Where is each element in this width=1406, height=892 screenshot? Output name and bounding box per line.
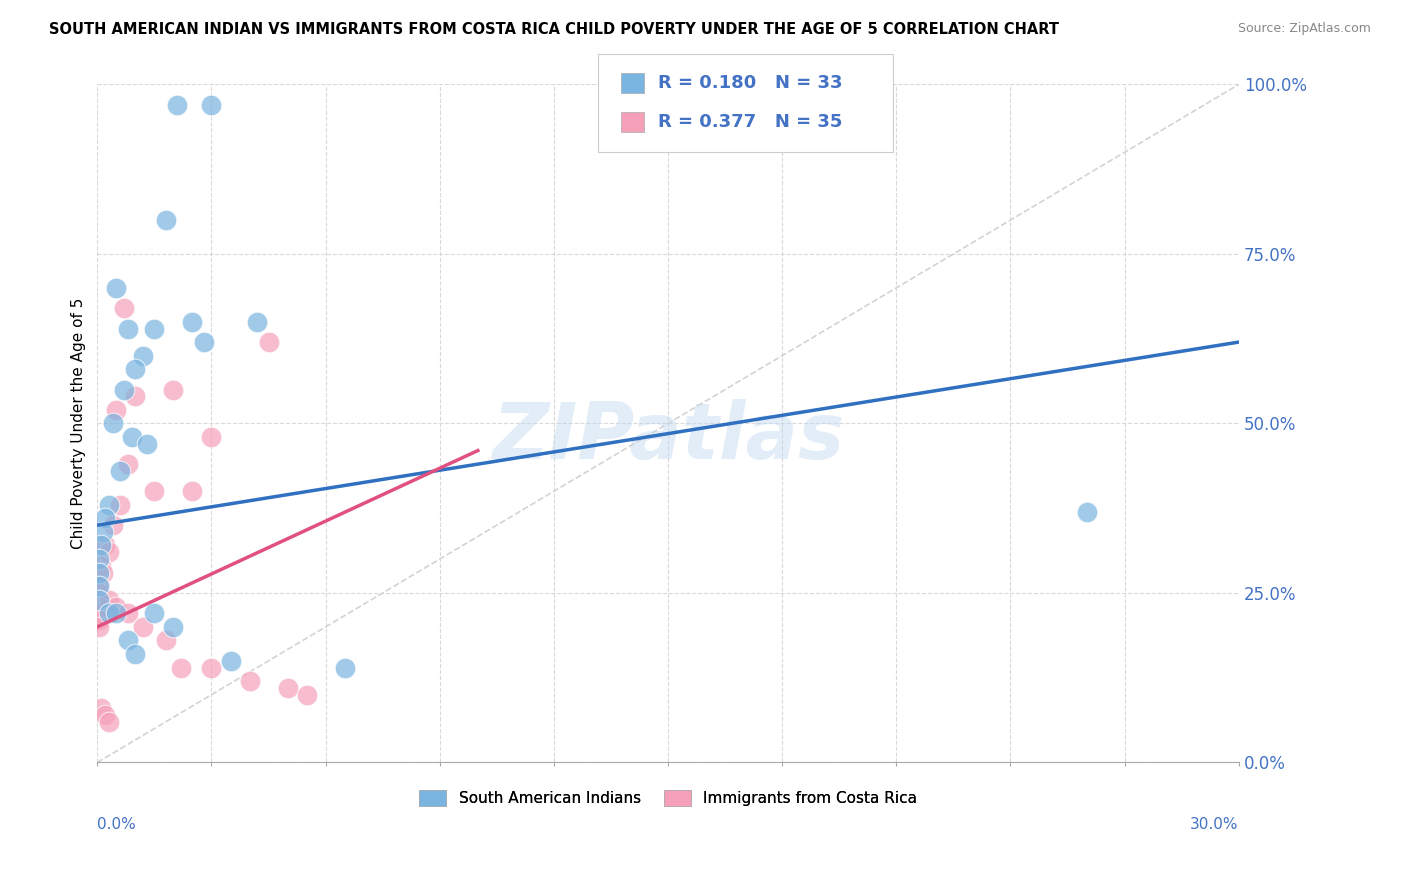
Point (101, 518, 124, 533)
Point (132, 620, 155, 634)
Point (112, 383, 135, 397)
Point (200, 430, 222, 444)
Point (117, 321, 139, 335)
Point (97, 714, 120, 729)
Point (97, 592, 120, 607)
Point (219, 654, 242, 668)
Point (105, 599, 128, 614)
Point (166, 97, 188, 112)
Text: 30.0%: 30.0% (1191, 817, 1239, 831)
Text: R = 0.180   N = 33: R = 0.180 N = 33 (658, 74, 842, 92)
Point (162, 383, 184, 397)
Point (94, 539, 117, 553)
Point (89, 607, 111, 621)
Point (117, 633, 139, 648)
Point (155, 633, 177, 648)
Point (97, 498, 120, 512)
Point (89, 586, 111, 600)
Text: R = 0.377   N = 35: R = 0.377 N = 35 (658, 113, 842, 131)
Point (162, 620, 184, 634)
Point (94, 708, 117, 723)
Point (89, 579, 111, 593)
Y-axis label: Child Poverty Under the Age of 5: Child Poverty Under the Age of 5 (72, 298, 86, 549)
Text: Source: ZipAtlas.com: Source: ZipAtlas.com (1237, 22, 1371, 36)
Point (333, 660, 356, 674)
Point (90, 539, 112, 553)
Point (246, 315, 269, 329)
Point (170, 660, 193, 674)
Point (89, 613, 111, 627)
Point (124, 389, 146, 403)
Point (91, 566, 114, 580)
Point (135, 437, 157, 451)
Point (200, 97, 222, 112)
Point (238, 674, 260, 689)
Point (132, 349, 155, 363)
Point (91, 524, 114, 539)
Point (89, 592, 111, 607)
Text: SOUTH AMERICAN INDIAN VS IMMIGRANTS FROM COSTA RICA CHILD POVERTY UNDER THE AGE : SOUTH AMERICAN INDIAN VS IMMIGRANTS FROM… (49, 22, 1059, 37)
Point (105, 403, 128, 417)
Point (108, 498, 131, 512)
Point (90, 701, 112, 715)
Point (143, 607, 166, 621)
Point (108, 464, 131, 478)
Point (117, 607, 139, 621)
Point (117, 457, 139, 471)
Point (94, 511, 117, 525)
Point (112, 301, 135, 315)
Point (295, 688, 318, 702)
Point (121, 430, 143, 444)
Point (143, 321, 166, 335)
Point (97, 545, 120, 559)
Point (277, 681, 299, 695)
Point (181, 315, 204, 329)
Point (89, 579, 111, 593)
Point (143, 484, 166, 499)
Legend: South American Indians, Immigrants from Costa Rica: South American Indians, Immigrants from … (413, 784, 924, 813)
Point (181, 484, 204, 499)
Point (105, 281, 128, 295)
Point (89, 592, 111, 607)
Point (1076, 505, 1098, 519)
Point (257, 335, 280, 350)
Point (200, 660, 222, 674)
Point (155, 213, 177, 227)
Point (89, 620, 111, 634)
Point (101, 417, 124, 431)
Point (97, 607, 120, 621)
Point (124, 362, 146, 376)
Point (89, 566, 111, 580)
Text: 0.0%: 0.0% (97, 817, 136, 831)
Point (193, 335, 215, 350)
Point (105, 607, 128, 621)
Text: ZIPatlas: ZIPatlas (492, 399, 844, 475)
Point (90, 558, 112, 573)
Point (89, 599, 111, 614)
Point (124, 647, 146, 661)
Point (89, 552, 111, 566)
